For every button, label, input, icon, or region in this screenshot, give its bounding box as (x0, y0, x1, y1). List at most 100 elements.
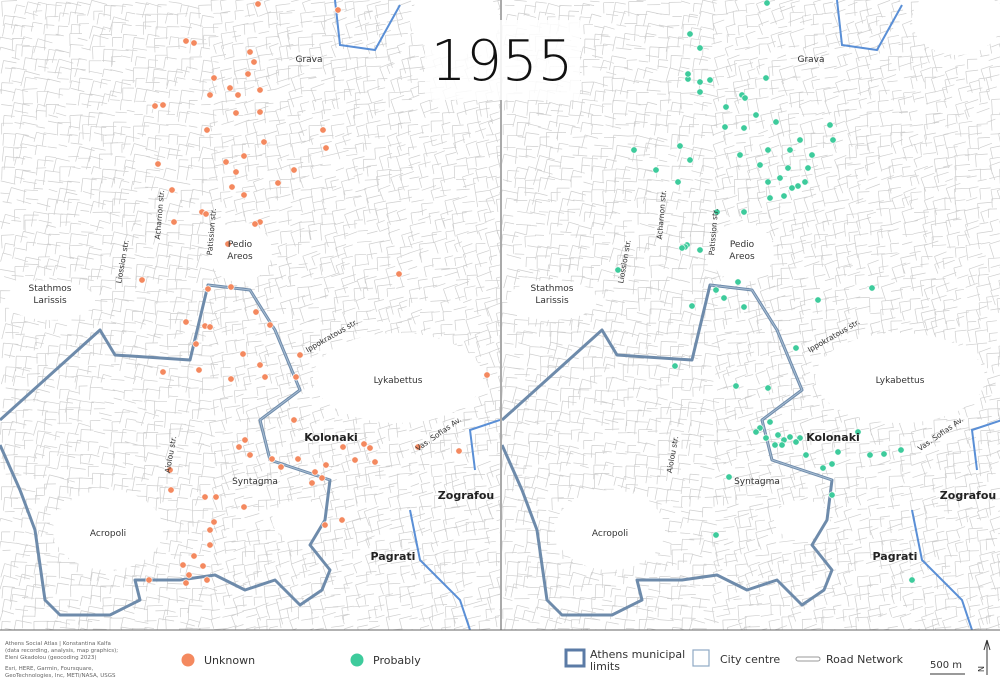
place-label: Acropoli (90, 529, 126, 539)
place-label: Areos (729, 252, 755, 262)
place-dot (256, 86, 264, 94)
place-label: Pedio (730, 240, 755, 250)
place-dot (256, 108, 264, 116)
place-dot (159, 368, 167, 376)
place-dot (808, 151, 816, 159)
place-dot (678, 244, 686, 252)
place-dot (712, 286, 720, 294)
place-dot (351, 456, 359, 464)
credit: (data recording, analysis, map graphics)… (5, 648, 118, 654)
place-dot (740, 124, 748, 132)
place-dot (740, 303, 748, 311)
place-dot (740, 208, 748, 216)
place-label: Stathmos (29, 284, 72, 294)
place-dot (308, 479, 316, 487)
place-dot (794, 182, 802, 190)
place-dot (224, 240, 232, 248)
city-centre (709, 284, 833, 481)
place-dot (274, 179, 282, 187)
place-dot (319, 126, 327, 134)
place-dot (251, 220, 259, 228)
legend-label: City centre (720, 653, 780, 666)
place-dot (395, 270, 403, 278)
place-dot (828, 460, 836, 468)
place-label: Larissis (535, 296, 569, 306)
place-dot (826, 121, 834, 129)
place-dot (868, 284, 876, 292)
place-dot (614, 266, 622, 274)
open-area (208, 222, 272, 282)
place-dot (321, 521, 329, 529)
map-title: 1955 (431, 29, 574, 94)
place-dot (210, 518, 218, 526)
place-dot (210, 74, 218, 82)
place-dot (696, 78, 704, 86)
place-dot (696, 44, 704, 52)
place-dot (203, 576, 211, 584)
legend-label: Athens municipal (590, 648, 685, 661)
place-label: Stathmos (531, 284, 574, 294)
place-dot (732, 382, 740, 390)
place-label: Grava (797, 55, 824, 65)
place-dot (145, 576, 153, 584)
place-label: Pedio (228, 240, 253, 250)
place-dot (227, 375, 235, 383)
place-label: Larissis (33, 296, 67, 306)
place-dot (764, 146, 772, 154)
place-label: Zografou (438, 489, 494, 502)
place-dot (260, 138, 268, 146)
place-dot (455, 447, 463, 455)
place-dot (190, 552, 198, 560)
open-area (555, 490, 665, 570)
legend-swatch-centre (692, 649, 710, 667)
place-dot (788, 184, 796, 192)
place-dot (268, 455, 276, 463)
place-dot (752, 428, 760, 436)
legend: Athens Social Atlas | Konstantina Kalfa … (5, 639, 991, 679)
place-dot (179, 561, 187, 569)
place-dot (138, 276, 146, 284)
scale-label: 500 m (930, 660, 962, 671)
neighbour-boundary (836, 0, 1000, 630)
neighbour-boundary (334, 0, 500, 630)
place-dot (371, 458, 379, 466)
place-dot (204, 285, 212, 293)
place-dot (244, 70, 252, 78)
place-dot (908, 576, 916, 584)
place-dot (185, 571, 193, 579)
place-dot (322, 461, 330, 469)
place-label: Zografou (940, 489, 996, 502)
legend-swatch-probably (349, 652, 365, 668)
place-dot (246, 451, 254, 459)
place-dot (721, 123, 729, 131)
place-dot (182, 318, 190, 326)
place-dot (235, 443, 243, 451)
place-dot (366, 444, 374, 452)
place-dot (159, 101, 167, 109)
place-dot (311, 468, 319, 476)
place-dot (696, 246, 704, 254)
place-dot (792, 438, 800, 446)
place-dot (206, 526, 214, 534)
place-dot (240, 503, 248, 511)
place-label: Pagrati (873, 550, 918, 563)
place-dot (322, 144, 330, 152)
title-backdrop (425, 20, 580, 100)
place-dot (684, 70, 692, 78)
street-label: Patission str. (707, 208, 720, 256)
place-dot (338, 516, 346, 524)
place-dot (240, 152, 248, 160)
place-dot (764, 384, 772, 392)
place-dot (232, 109, 240, 117)
place-dot (360, 440, 368, 448)
place-dot (170, 218, 178, 226)
place-dot (741, 94, 749, 102)
place-dot (880, 450, 888, 458)
legend-swatch-unknown (180, 652, 196, 668)
place-dot (254, 0, 262, 8)
place-dot (212, 493, 220, 501)
place-dot (762, 74, 770, 82)
place-dot (828, 491, 836, 499)
legend-label: Probably (373, 654, 421, 667)
place-dot (801, 178, 809, 186)
